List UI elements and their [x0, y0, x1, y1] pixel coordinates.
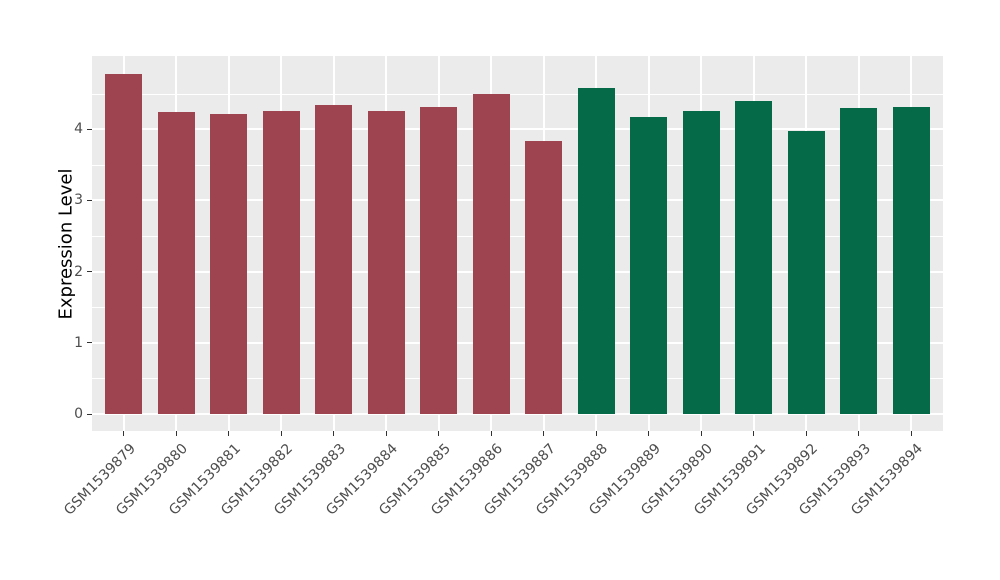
bar: [577, 87, 615, 414]
x-tick-mark: [333, 431, 335, 436]
x-tick-mark: [595, 431, 597, 436]
x-tick-mark: [910, 431, 912, 436]
bar: [682, 110, 720, 414]
x-tick-mark: [123, 431, 125, 436]
x-tick-mark: [805, 431, 807, 436]
major-gridline: [92, 413, 943, 415]
x-tick-mark: [648, 431, 650, 436]
bar: [472, 94, 510, 414]
major-gridline: [92, 199, 943, 202]
x-tick-mark: [228, 431, 230, 436]
major-gridline: [92, 341, 943, 344]
x-tick-mark: [280, 431, 282, 436]
minor-gridline: [92, 236, 943, 237]
y-tick-mark: [87, 128, 92, 130]
plot-panel: [92, 56, 943, 431]
y-tick-mark: [87, 199, 92, 201]
y-tick-label: 4: [74, 121, 83, 138]
bar: [105, 73, 143, 414]
bar: [525, 141, 563, 414]
y-tick-label: 0: [74, 406, 83, 422]
minor-gridline: [92, 164, 943, 166]
x-tick-mark: [700, 431, 702, 436]
bar: [367, 110, 405, 414]
y-axis-title: Expression Level: [55, 168, 77, 319]
x-tick-mark: [490, 431, 492, 436]
y-tick-label: 3: [74, 192, 83, 209]
y-tick-label: 1: [74, 334, 83, 351]
x-tick-mark: [438, 431, 440, 436]
minor-gridline: [92, 378, 943, 380]
x-tick-mark: [858, 431, 860, 436]
x-tick-mark: [543, 431, 545, 436]
bar: [315, 104, 353, 414]
bar: [210, 113, 248, 414]
x-tick-mark: [385, 431, 387, 436]
major-gridline: [92, 270, 943, 273]
bar: [420, 107, 458, 414]
bar: [787, 130, 825, 414]
bar: [157, 112, 195, 414]
bar: [630, 117, 668, 414]
y-tick-mark: [87, 271, 92, 273]
y-tick-mark: [87, 413, 92, 415]
x-tick-mark: [175, 431, 177, 436]
y-tick-label: 2: [74, 263, 83, 280]
bar: [735, 101, 773, 414]
bar: [892, 107, 930, 414]
minor-gridline: [92, 307, 943, 309]
x-tick-mark: [753, 431, 755, 436]
bar: [262, 110, 300, 414]
minor-gridline: [92, 93, 943, 95]
major-gridline: [92, 128, 943, 131]
bar: [840, 107, 878, 414]
y-tick-mark: [87, 342, 92, 344]
